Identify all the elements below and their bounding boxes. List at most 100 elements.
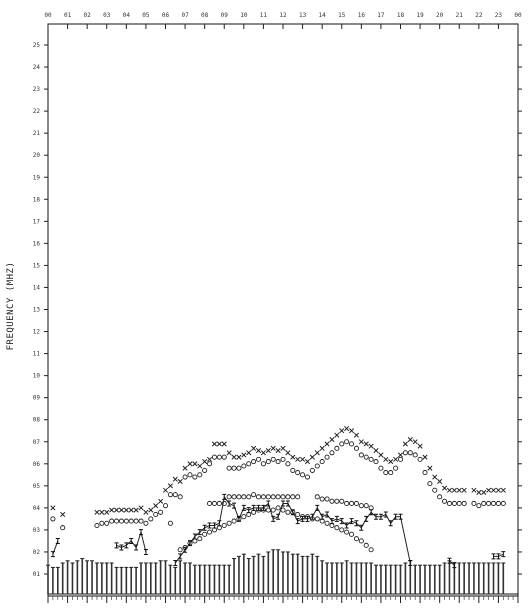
i-marker <box>134 544 139 551</box>
x-marker <box>109 507 115 513</box>
y-tick-label: 13 <box>33 307 41 314</box>
x-marker <box>216 441 222 447</box>
o-marker <box>348 441 355 447</box>
x-tick-label: 06 <box>162 12 170 19</box>
o-marker <box>353 500 359 507</box>
i-marker <box>266 500 271 507</box>
x-marker <box>309 454 315 460</box>
y-tick-label: 16 <box>33 240 41 247</box>
x-marker <box>495 487 501 493</box>
o-marker <box>246 461 252 467</box>
x-marker <box>402 441 408 447</box>
x-marker <box>290 454 296 460</box>
x-marker <box>378 452 384 458</box>
x-marker <box>383 456 389 462</box>
x-marker <box>363 441 369 447</box>
o-marker <box>270 507 276 513</box>
o-marker <box>280 494 286 500</box>
o-marker <box>285 509 291 515</box>
x-marker <box>427 465 433 471</box>
o-marker <box>290 467 296 473</box>
o-marker <box>265 507 271 513</box>
i-marker <box>271 515 276 522</box>
i-marker <box>364 515 369 522</box>
i-marker <box>202 524 207 531</box>
x-tick-label: 21 <box>456 12 464 19</box>
x-marker <box>397 452 404 458</box>
x-marker <box>334 432 340 438</box>
o-marker <box>490 500 497 507</box>
x-marker <box>285 450 291 456</box>
o-marker <box>128 518 134 524</box>
i-marker <box>325 511 330 518</box>
o-marker <box>211 500 218 507</box>
i-marker <box>256 504 261 511</box>
o-marker <box>329 498 335 504</box>
o-marker <box>265 494 271 500</box>
o-marker <box>275 505 281 511</box>
y-tick-label: 09 <box>33 395 41 402</box>
i-marker <box>197 529 202 536</box>
o-marker <box>143 520 149 526</box>
x-marker <box>300 456 306 462</box>
o-marker <box>427 481 433 487</box>
o-marker <box>481 500 487 507</box>
i-marker <box>251 504 256 511</box>
i-marker <box>354 520 359 527</box>
o-marker <box>148 516 154 522</box>
y-tick-label: 03 <box>33 527 41 534</box>
x-marker <box>60 511 66 518</box>
y-tick-label: 06 <box>33 461 41 468</box>
o-marker <box>432 487 438 493</box>
o-marker <box>461 500 467 507</box>
x-tick-label: 13 <box>299 12 307 19</box>
x-marker <box>251 445 257 451</box>
o-marker <box>236 494 242 500</box>
y-tick-label: 21 <box>33 130 41 137</box>
i-marker <box>55 537 60 544</box>
x-tick-label: 12 <box>279 12 287 19</box>
o-marker <box>407 450 413 456</box>
o-marker <box>226 494 232 500</box>
i-marker <box>217 520 222 527</box>
i-marker <box>129 537 134 544</box>
i-marker <box>310 513 315 520</box>
i-marker <box>281 500 285 507</box>
x-marker <box>270 445 276 451</box>
o-marker <box>280 456 286 462</box>
o-marker <box>388 470 394 476</box>
o-marker <box>358 503 364 509</box>
x-tick-label: 07 <box>181 12 189 19</box>
x-marker <box>202 459 208 465</box>
o-marker <box>290 494 296 500</box>
i-marker <box>447 557 452 564</box>
o-marker <box>265 459 271 465</box>
o-marker <box>324 520 330 526</box>
x-marker <box>265 448 271 454</box>
o-marker <box>324 454 330 460</box>
y-tick-label: 23 <box>33 86 41 93</box>
o-marker <box>319 496 325 502</box>
x-marker <box>241 452 247 458</box>
o-marker <box>197 536 203 542</box>
x-marker <box>339 428 345 434</box>
x-marker <box>104 509 110 515</box>
x-marker <box>231 454 237 460</box>
o-marker <box>329 450 335 456</box>
o-marker <box>344 439 350 445</box>
y-tick-label: 05 <box>33 483 41 490</box>
x-marker <box>319 445 325 451</box>
x-marker <box>158 498 164 504</box>
o-marker <box>255 456 262 462</box>
x-marker <box>211 441 218 447</box>
x-tick-label: 19 <box>416 12 424 19</box>
y-tick-label: 15 <box>33 262 41 269</box>
x-marker <box>442 485 448 491</box>
y-tick-label: 19 <box>33 174 41 181</box>
o-marker <box>113 518 120 524</box>
i-marker <box>388 520 393 527</box>
o-marker <box>246 494 252 500</box>
o-marker <box>339 441 345 447</box>
y-tick-label: 20 <box>33 152 41 159</box>
i-marker <box>349 518 354 525</box>
